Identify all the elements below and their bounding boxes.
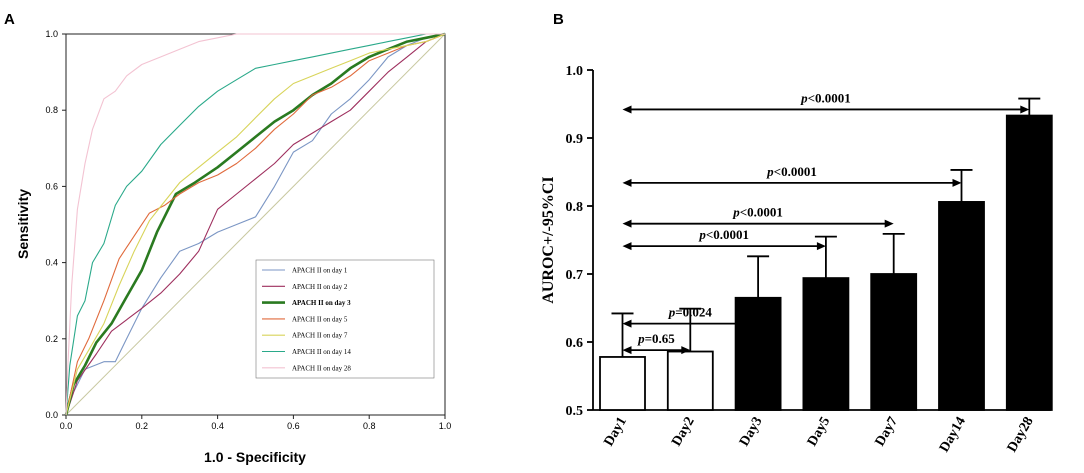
legend-label: APACH II on day 2 — [292, 283, 348, 291]
panel-a-letter: A — [4, 11, 15, 28]
comparison-arrow-right — [816, 242, 826, 251]
roc-curve-1 — [65, 33, 446, 416]
roc-x-tick-label: 0.2 — [136, 421, 149, 431]
p-value-label: p<0.0001 — [800, 90, 851, 105]
bar-y-axis-title: AUROC+/-95%CI — [540, 176, 557, 303]
legend-label: APACH II on day 7 — [292, 332, 348, 340]
p-value-label: p=0.65 — [637, 331, 675, 346]
bar-day2 — [666, 350, 714, 411]
roc-y-tick-label: 0.0 — [45, 410, 58, 420]
bar-x-tick-label: Day1 — [601, 415, 630, 449]
p-value-label: p=0.024 — [668, 305, 713, 320]
comparison-arrow-left — [622, 219, 632, 228]
roc-y-tick-label: 0.4 — [45, 258, 58, 268]
roc-chart: 0.0 0.2 0.4 0.6 0.8 1.0 0.0 0.2 0.4 0.6 0.8 1.0 1.0… — [15, 29, 451, 465]
bar-day1 — [599, 356, 646, 411]
bar-x-tick-label: Day5 — [805, 415, 834, 449]
legend-label: APACH II on day 1 — [292, 267, 348, 275]
roc-curve-7 — [65, 33, 445, 416]
legend-box — [255, 259, 435, 379]
bar-x-tick-label: Day2 — [669, 415, 698, 449]
roc-curve-6 — [65, 33, 445, 416]
comparison-arrow-left — [622, 105, 632, 114]
roc-x-tick-label: 0.4 — [211, 421, 224, 431]
roc-y-tick-label: 1.0 — [45, 29, 58, 39]
roc-x-tick-label: 0.6 — [287, 421, 300, 431]
comparison-arrow-right — [681, 346, 691, 355]
roc-curve-3 — [64, 32, 446, 416]
auroc-bar-chart: 0.5 0.6 0.7 0.8 0.9 1.0 Day1 Day2 Day3 Day5 Day7 D… — [540, 64, 1053, 456]
bar-x-tick-label: Day3 — [737, 415, 766, 449]
bar-y-tick-label: 0.9 — [566, 132, 584, 147]
comparison-arrow-left — [622, 346, 632, 355]
bar-day14 — [938, 201, 985, 411]
bar-day3 — [734, 296, 782, 411]
comparison-arrow-right — [884, 219, 894, 228]
p-value-label: p<0.0001 — [698, 227, 749, 242]
legend-label: APACH II on day 28 — [292, 364, 351, 372]
roc-curve-4 — [65, 33, 446, 416]
comparison-arrow-left — [622, 242, 632, 251]
bar-y-tick-label: 0.8 — [566, 200, 584, 215]
comparison-arrow-left — [622, 178, 632, 187]
panel-b-letter: B — [553, 11, 564, 28]
bar-day5 — [802, 277, 850, 411]
legend-label: APACH II on day 5 — [292, 315, 348, 323]
roc-x-tick-label: 0.8 — [363, 421, 376, 431]
legend-label: APACH II on day 14 — [292, 348, 351, 356]
roc-y-axis-title: Sensitivity — [15, 189, 31, 259]
comparison-arrow-right — [749, 319, 759, 328]
bar-y-tick-label: 0.5 — [566, 404, 584, 419]
comparison-arrow-left — [622, 319, 632, 328]
bar-day28 — [1005, 114, 1053, 411]
roc-x-tick-label: 0.0 — [60, 421, 73, 431]
roc-y-tick-label: 0.2 — [45, 334, 58, 344]
reference-diagonal-line — [65, 33, 446, 416]
bar-x-tick-label: Day7 — [873, 415, 902, 449]
p-value-label: p<0.0001 — [732, 205, 783, 220]
roc-curve-5 — [65, 33, 446, 416]
comparison-arrow-right — [1020, 105, 1030, 114]
bar-x-tick-label: Day28 — [1005, 415, 1037, 456]
roc-y-tick-label: 0.8 — [45, 105, 58, 115]
bar-y-tick-label: 0.6 — [566, 336, 584, 351]
roc-curve-2 — [65, 33, 446, 416]
roc-x-tick-label: 1.0 — [439, 421, 452, 431]
bar-x-tick-label: Day14 — [937, 415, 969, 456]
bar-day7 — [870, 273, 918, 411]
roc-legend: APACH II on day 1 APACH II on day 2 APACH … — [255, 259, 435, 379]
roc-x-axis-title: 1.0 - Specificity — [204, 449, 306, 465]
legend-label: APACH II on day 3 — [292, 299, 351, 307]
comparison-arrow-right — [952, 178, 962, 187]
bar-y-tick-label: 0.7 — [566, 268, 584, 283]
p-value-label: p<0.0001 — [766, 164, 817, 179]
roc-y-tick-label: 0.6 — [45, 181, 58, 191]
bar-y-tick-label: 1.0 — [566, 64, 584, 79]
